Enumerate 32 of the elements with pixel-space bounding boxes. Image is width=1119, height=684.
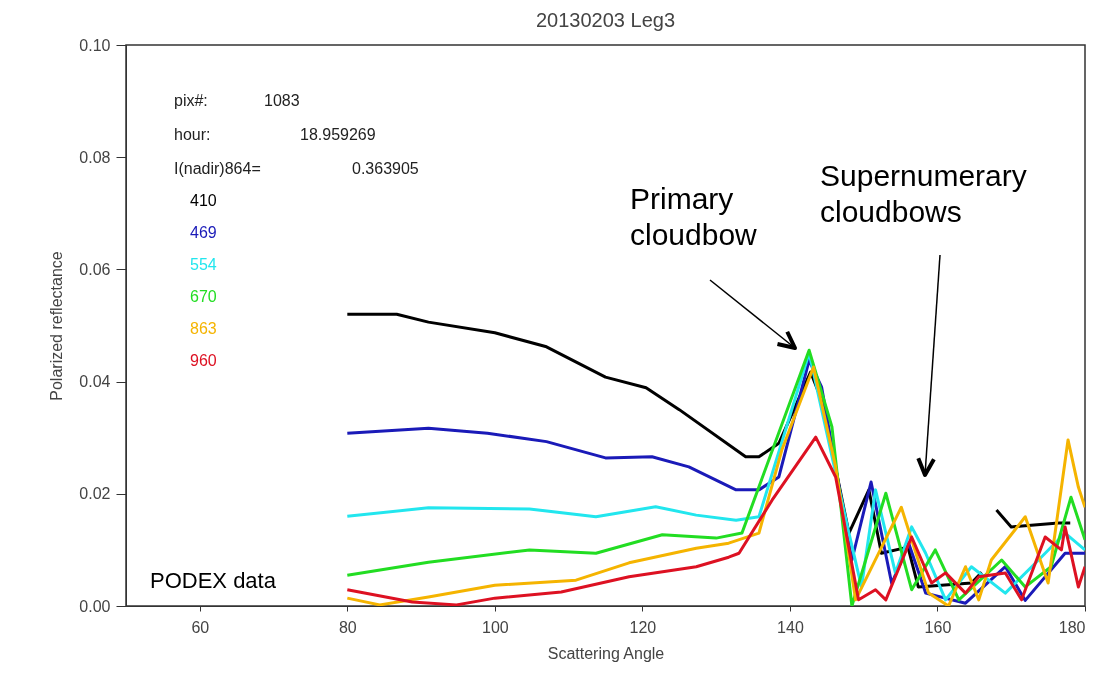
line-series bbox=[345, 435, 1085, 606]
annotation: 1083 bbox=[264, 92, 300, 109]
text: 410 bbox=[190, 192, 217, 209]
x-tick-label: 120 bbox=[629, 618, 657, 636]
y-tick-label: 0.10 bbox=[79, 36, 111, 54]
x-tick-label: 80 bbox=[338, 618, 357, 636]
y-tick-label: 0.02 bbox=[79, 485, 111, 503]
x-tick-label: 100 bbox=[481, 618, 509, 636]
x-axis-title: Scattering Angle bbox=[547, 644, 665, 662]
y-tick-label: 0.04 bbox=[79, 373, 111, 391]
text: 554 bbox=[190, 256, 217, 273]
text: 469 bbox=[190, 224, 217, 241]
x-tick-label: 140 bbox=[777, 618, 804, 636]
annotation: pix#: bbox=[174, 92, 208, 109]
annotation: 18.959269 bbox=[300, 126, 376, 143]
x-tick-label: 60 bbox=[191, 618, 210, 636]
chart-title: 20130203 Leg3 bbox=[535, 9, 676, 31]
y-tick-label: 0.06 bbox=[79, 260, 111, 278]
x-tick-label: 180 bbox=[1058, 618, 1086, 636]
text: 670 bbox=[190, 288, 217, 305]
annotation: Primary cloudbow bbox=[630, 182, 758, 251]
annotation: PODEX data bbox=[150, 568, 277, 593]
text: 863 bbox=[190, 320, 217, 337]
annotation: hour: bbox=[174, 126, 211, 143]
y-tick-label: 0.08 bbox=[79, 148, 111, 166]
annotation: I(nadir)864= bbox=[174, 160, 261, 177]
x-tick-label: 160 bbox=[924, 618, 952, 636]
annotation: 0.363905 bbox=[352, 160, 419, 177]
y-tick-label: 0.00 bbox=[79, 597, 111, 615]
annotation: Supernumerary cloudbows bbox=[820, 159, 1027, 228]
y-axis-title: Polarized reflectance bbox=[48, 251, 66, 401]
text: 960 bbox=[190, 352, 217, 369]
